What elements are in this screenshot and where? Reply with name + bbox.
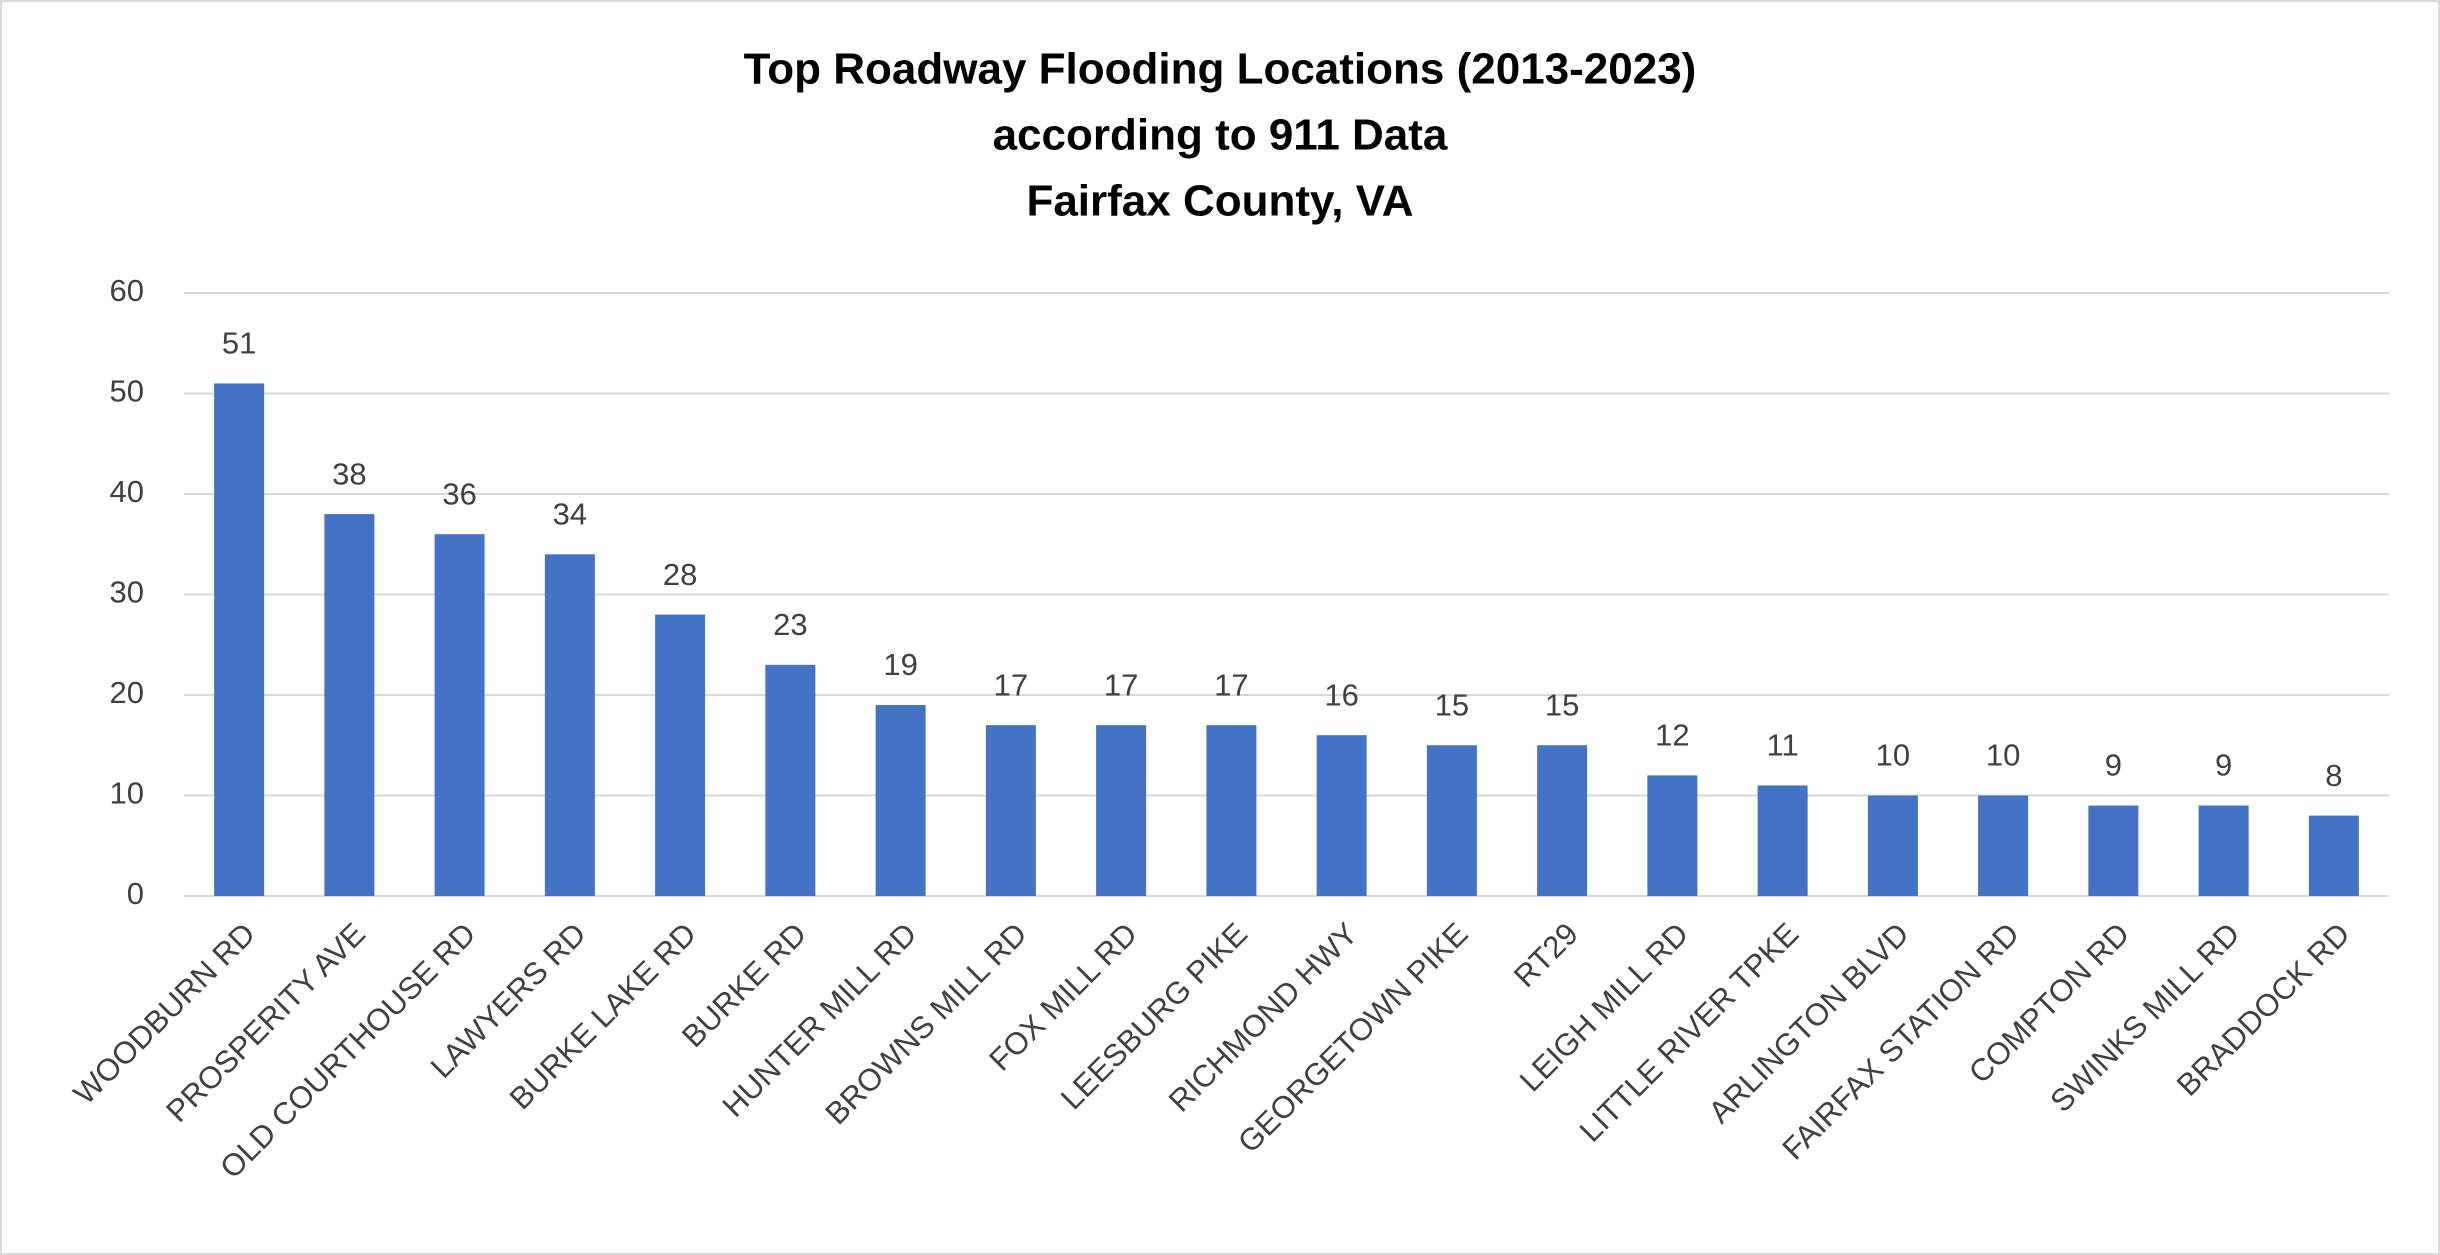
y-tick-label: 60: [110, 273, 144, 308]
bar: [1647, 775, 1698, 896]
value-label: 9: [2105, 748, 2122, 783]
value-label: 28: [663, 557, 697, 592]
value-label: 19: [883, 647, 917, 682]
bar: [1867, 795, 1918, 896]
chart-title: Top Roadway Flooding Locations (2013-202…: [744, 45, 1697, 94]
bar: [1316, 735, 1367, 896]
y-tick-label: 50: [110, 374, 144, 409]
bar: [875, 705, 926, 896]
value-label: 15: [1545, 687, 1579, 722]
value-label: 9: [2215, 748, 2232, 783]
bar: [1537, 745, 1588, 896]
value-label: 16: [1324, 677, 1358, 712]
value-label: 17: [1104, 667, 1138, 702]
value-label: 8: [2325, 758, 2342, 793]
value-label: 15: [1435, 687, 1469, 722]
bar: [1978, 795, 2029, 896]
bar: [1206, 725, 1257, 896]
value-label: 51: [222, 326, 256, 361]
value-label: 34: [553, 496, 587, 531]
value-label: 10: [1986, 738, 2020, 773]
y-tick-label: 0: [127, 876, 144, 911]
bar: [324, 514, 375, 896]
chart-title: Fairfax County, VA: [1026, 177, 1413, 226]
bar: [214, 383, 265, 896]
bar: [2308, 815, 2359, 896]
bar: [1096, 725, 1147, 896]
value-label: 36: [442, 476, 476, 511]
value-label: 17: [994, 667, 1028, 702]
y-tick-label: 30: [110, 575, 144, 610]
bar: [1426, 745, 1477, 896]
value-label: 38: [332, 456, 366, 491]
bar: [2088, 805, 2139, 896]
bar: [434, 534, 485, 896]
bar: [655, 614, 706, 896]
value-label: 23: [773, 607, 807, 642]
y-tick-label: 10: [110, 776, 144, 811]
y-tick-label: 20: [110, 675, 144, 710]
bar: [1757, 785, 1808, 896]
bar: [2198, 805, 2249, 896]
value-label: 17: [1214, 667, 1248, 702]
value-label: 11: [1767, 728, 1799, 763]
chart-title: according to 911 Data: [993, 111, 1448, 160]
bar: [985, 725, 1036, 896]
value-label: 12: [1655, 718, 1689, 753]
value-label: 10: [1876, 738, 1910, 773]
bar: [544, 554, 595, 896]
bar: [765, 664, 816, 896]
y-tick-label: 40: [110, 474, 144, 509]
